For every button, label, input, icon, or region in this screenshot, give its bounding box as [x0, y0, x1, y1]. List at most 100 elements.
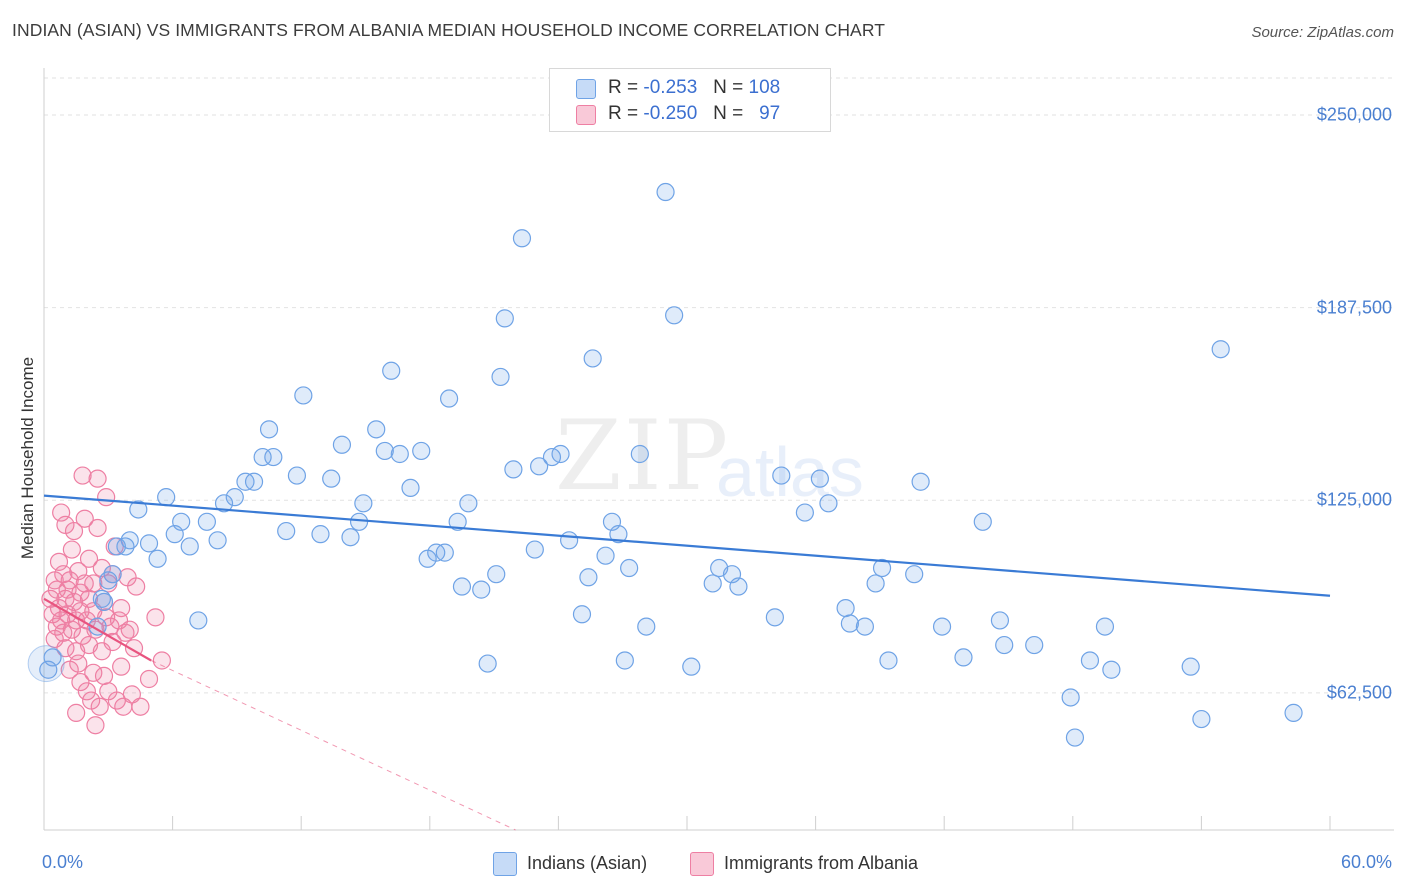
data-point-indian: [349, 512, 369, 531]
legend-r-label: R =: [608, 103, 639, 124]
data-point-albania: [146, 608, 165, 627]
data-point-indian: [1211, 340, 1230, 359]
data-point-indian: [439, 389, 459, 408]
data-point-albania: [69, 654, 88, 673]
data-point-indian: [932, 617, 952, 636]
data-point-indian: [855, 617, 874, 636]
data-point-indian: [579, 568, 598, 587]
bottom-legend-label-indian: Indians (Asian): [527, 852, 648, 873]
data-point-indian: [459, 494, 478, 513]
data-point-indian: [264, 447, 283, 467]
data-point-indian: [504, 460, 523, 479]
data-point-albania: [94, 666, 114, 686]
data-point-albania: [64, 521, 84, 541]
data-point-indian: [615, 651, 634, 670]
data-point-indian: [530, 457, 549, 476]
legend-n-label: N =: [713, 103, 744, 124]
legend-swatch-blue: [576, 79, 596, 99]
trend-lines: [43, 494, 1331, 831]
bottom-legend-swatch-pink: [690, 852, 714, 876]
y-tick-label: $187,500: [1316, 297, 1392, 318]
data-point-albania: [112, 598, 131, 618]
data-point-indian: [214, 494, 234, 513]
legend-n-label: N =: [713, 77, 744, 98]
data-point-indian: [390, 444, 409, 464]
data-point-indian: [596, 546, 615, 565]
data-point-indian: [94, 592, 114, 612]
x-tick-label-max: 60.0%: [1340, 852, 1392, 872]
data-point-indian: [412, 441, 431, 461]
data-point-indian: [495, 309, 514, 328]
data-point-albania: [73, 466, 92, 485]
data-point-indian: [225, 488, 244, 507]
watermark-zip: ZIP: [555, 400, 731, 512]
data-point-indian: [1025, 635, 1044, 655]
data-point-indian: [472, 580, 491, 599]
data-point-indian: [197, 512, 216, 531]
data-point-indian: [259, 420, 279, 439]
data-point-indian: [560, 531, 579, 550]
source-label: Source: ZipAtlas.com: [1251, 24, 1394, 41]
data-point-indian: [620, 558, 639, 578]
data-point-indian: [772, 466, 791, 485]
data-point-indian: [1192, 709, 1211, 729]
data-point-indian: [872, 558, 892, 578]
data-point-albania: [71, 672, 90, 692]
data-point-indian: [1061, 688, 1080, 707]
data-point-indian: [840, 614, 859, 633]
data-point-albania: [56, 639, 75, 658]
data-point-albania: [112, 657, 131, 676]
legend-n-value-albania: 97: [759, 103, 781, 124]
watermark-atlas: atlas: [716, 433, 864, 511]
data-point-indian: [354, 494, 373, 513]
data-point-indian: [836, 598, 855, 618]
data-point-indian: [322, 469, 341, 488]
data-point-albania: [122, 685, 141, 704]
data-point-indian: [367, 420, 386, 439]
data-point-indian: [92, 589, 111, 608]
data-point-indian: [120, 531, 139, 550]
correlation-legend: R = -0.253 N = 108 R = -0.250 N = 97: [549, 68, 831, 132]
gridlines: [44, 77, 1394, 694]
data-point-indian: [905, 565, 924, 584]
data-point-indian: [911, 472, 930, 491]
data-point-indian-large: [27, 645, 65, 683]
data-point-albania: [84, 663, 103, 682]
data-point-albania: [84, 574, 103, 593]
data-point-indian: [879, 651, 898, 670]
data-point-indian: [1284, 703, 1303, 722]
y-tick-label: $125,000: [1316, 489, 1392, 510]
data-point-indian: [795, 503, 814, 522]
y-tick-label: $250,000: [1316, 104, 1392, 125]
data-point-indian: [129, 500, 148, 519]
data-point-indian: [452, 577, 472, 596]
data-point-indian: [954, 648, 973, 667]
legend-swatch-pink: [576, 105, 596, 125]
data-point-albania: [67, 611, 86, 630]
data-point-indian: [478, 654, 497, 673]
data-point-albania: [79, 549, 99, 568]
data-point-indian: [435, 543, 454, 562]
data-point-indian: [1080, 651, 1100, 670]
data-point-indian: [382, 361, 401, 380]
data-point-albania: [127, 577, 146, 596]
data-point-indian: [103, 565, 122, 584]
data-point-indian: [88, 617, 107, 636]
trend-line-albania: [43, 597, 152, 662]
data-point-indian: [401, 478, 420, 498]
data-point-indian: [1065, 728, 1085, 747]
data-point-indian: [995, 635, 1014, 655]
data-point-indian: [189, 611, 208, 630]
data-point-albania: [97, 488, 116, 507]
legend-r-value-albania: -0.250: [643, 103, 698, 124]
data-point-indian: [810, 469, 829, 488]
data-point-indian: [491, 367, 510, 387]
data-point-indian: [729, 577, 748, 596]
data-point-indian: [609, 525, 628, 544]
data-point-indian: [157, 488, 176, 507]
data-point-albania: [86, 716, 105, 735]
data-point-indian: [630, 444, 649, 464]
data-point-indian: [572, 605, 592, 624]
data-point-indian: [512, 229, 532, 248]
